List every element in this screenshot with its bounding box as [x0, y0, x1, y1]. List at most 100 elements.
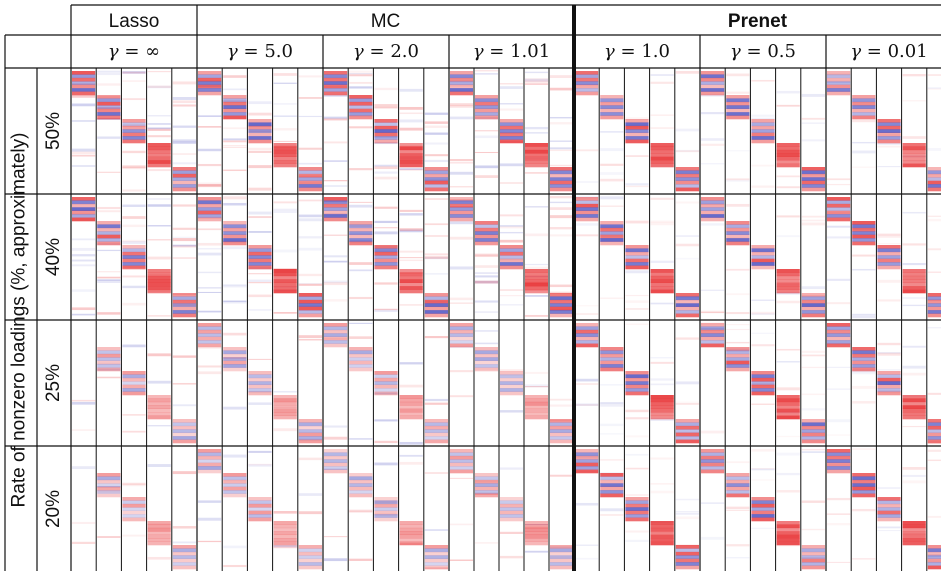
loading-stripe — [147, 275, 171, 280]
noise-line — [349, 168, 373, 171]
loading-stripe — [198, 326, 222, 331]
loading-stripe — [72, 84, 96, 89]
loading-stripe — [751, 245, 775, 249]
noise-line — [550, 87, 573, 91]
loading-stripe — [550, 303, 573, 308]
loading-stripe — [223, 353, 247, 358]
loading-stripe — [97, 493, 121, 498]
loading-stripe — [877, 258, 901, 263]
loading-stripe — [147, 286, 171, 290]
loading-stripe — [675, 436, 699, 440]
loading-stripe — [172, 187, 196, 192]
row-label-25: 25% — [43, 363, 64, 403]
loading-stripe — [500, 381, 523, 386]
gamma-header-lasso: γ = ∞ — [107, 41, 161, 62]
noise-line — [122, 98, 146, 101]
loading-stripe — [399, 395, 423, 399]
noise-line — [751, 468, 775, 471]
loading-stripe — [248, 510, 272, 515]
noise-line — [424, 223, 448, 226]
noise-line — [399, 119, 423, 123]
noise-line — [147, 123, 171, 125]
noise-line — [97, 72, 121, 76]
noise-line — [223, 145, 247, 147]
loading-stripe — [97, 105, 121, 110]
loading-stripe — [726, 490, 750, 494]
noise-line — [852, 150, 876, 154]
noise-line — [374, 206, 398, 209]
noise-line — [827, 497, 851, 501]
noise-line — [374, 392, 398, 395]
loading-stripe — [675, 173, 699, 178]
noise-line — [97, 106, 121, 110]
loading-stripe — [927, 422, 941, 427]
loading-stripe — [827, 77, 851, 82]
noise-line — [927, 177, 941, 181]
noise-line — [550, 140, 573, 142]
loading-stripe — [902, 269, 926, 273]
noise-line — [625, 494, 649, 496]
loading-stripe — [198, 91, 222, 96]
gamma-header-prenet-0-01: γ = 0.01 — [850, 41, 928, 62]
noise-line — [324, 558, 348, 562]
loading-stripe — [122, 248, 146, 253]
loading-stripe — [877, 517, 901, 522]
noise-line — [399, 88, 423, 92]
loading-stripe — [72, 207, 96, 212]
noise-line — [399, 441, 423, 445]
loading-stripe — [349, 231, 373, 236]
noise-line — [374, 142, 398, 145]
noise-line — [550, 147, 573, 150]
noise-line — [475, 253, 498, 257]
noise-line — [450, 297, 473, 301]
noise-line — [475, 330, 498, 332]
noise-line — [147, 353, 171, 357]
loading-stripe — [927, 562, 941, 566]
noise-line — [801, 408, 825, 411]
loading-stripe — [399, 286, 423, 290]
noise-line — [97, 206, 121, 210]
noise-line — [97, 490, 121, 493]
noise-line — [776, 490, 800, 493]
loading-stripe — [147, 531, 171, 536]
noise-line — [701, 203, 725, 205]
loading-stripe — [902, 149, 926, 154]
loading-stripe — [827, 84, 851, 89]
loading-stripe — [298, 548, 322, 553]
loading-stripe — [575, 333, 599, 338]
loading-stripe — [650, 395, 674, 399]
loading-stripe — [298, 293, 322, 297]
noise-line — [877, 279, 901, 283]
noise-line — [701, 310, 725, 314]
loading-stripe — [650, 412, 674, 416]
noise-line — [374, 419, 398, 422]
noise-line — [147, 85, 171, 88]
loading-stripe — [927, 184, 941, 188]
noise-line — [172, 404, 196, 407]
noise-line — [675, 71, 699, 74]
loading-stripe — [424, 177, 448, 182]
loading-stripe — [751, 248, 775, 253]
loading-stripe — [600, 105, 624, 110]
loading-stripe — [500, 122, 523, 127]
loading-stripe — [625, 265, 649, 270]
loading-stripe — [675, 548, 699, 553]
noise-line — [349, 322, 373, 324]
loading-stripe — [600, 493, 624, 498]
noise-line — [72, 148, 96, 152]
loading-stripe — [776, 534, 800, 539]
noise-line — [298, 97, 322, 99]
loading-stripe — [801, 177, 825, 182]
loading-stripe — [273, 398, 297, 403]
noise-line — [550, 164, 573, 167]
noise-line — [877, 526, 901, 529]
noise-line — [198, 126, 222, 128]
noise-line — [298, 511, 322, 515]
noise-line — [450, 185, 473, 188]
loading-stripe — [852, 476, 876, 481]
noise-line — [625, 530, 649, 533]
loading-stripe — [500, 500, 523, 505]
loading-stripe — [374, 262, 398, 266]
noise-line — [801, 222, 825, 226]
noise-line — [97, 536, 121, 538]
